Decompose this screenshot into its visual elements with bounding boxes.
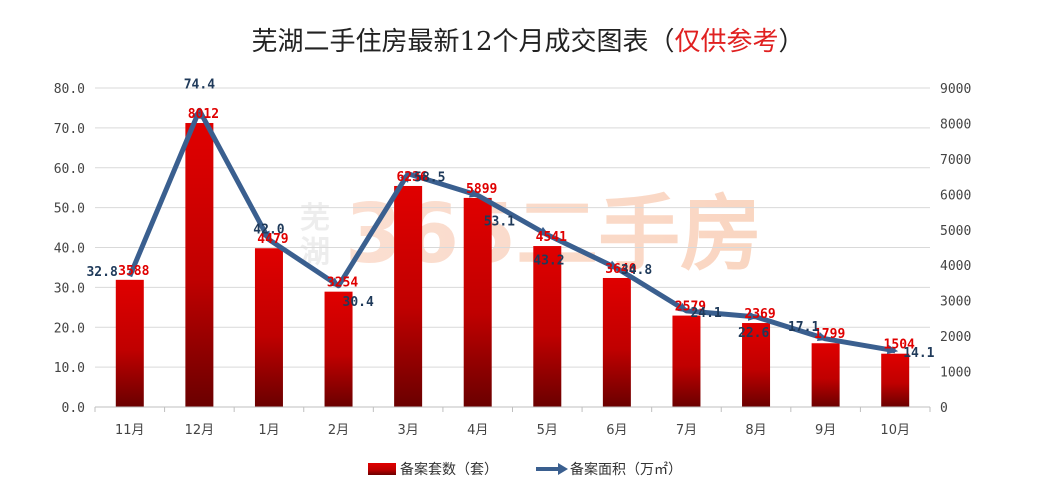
x-tick-label: 11月 <box>115 423 145 438</box>
y-left-tick-label: 70.0 <box>54 122 85 137</box>
bar <box>742 323 771 407</box>
line-data-label: 32.8 <box>86 265 117 280</box>
line-data-label: 58.5 <box>414 171 445 186</box>
x-tick-label: 4月 <box>467 423 488 438</box>
bar <box>672 315 701 407</box>
bar-data-labels: 3588 8012 4479 3254 6236 5899 4541 3640 2579 2369… <box>118 107 915 353</box>
y-left-tick-label: 0.0 <box>62 401 85 416</box>
y-left-tick-label: 30.0 <box>54 281 85 296</box>
line-path <box>127 107 896 354</box>
x-tick-label: 8月 <box>745 423 766 438</box>
y-right-tick-label: 2000 <box>940 330 971 345</box>
bar-data-label: 1799 <box>814 327 845 342</box>
chart-title-main: 芜湖二手住房最新12个月成交图表（ <box>251 27 674 57</box>
x-tick-label: 2月 <box>328 423 349 438</box>
y-right-tick-label: 3000 <box>940 295 971 310</box>
y-left-tick-label: 50.0 <box>54 202 85 217</box>
line-data-label: 24.1 <box>690 306 721 321</box>
y-right-tick-label: 1000 <box>940 366 971 381</box>
y-left-tick-label: 20.0 <box>54 321 85 336</box>
bar <box>881 353 910 407</box>
line-data-label: 22.6 <box>738 326 769 341</box>
y-left-tick-label: 60.0 <box>54 162 85 177</box>
y-right-tick-label: 0 <box>940 401 948 416</box>
chart-title-note: 仅供参考 <box>675 27 779 57</box>
line-data-labels: 32.8 74.4 42.0 30.4 58.5 53.1 43.2 34.8 24.1 22.6… <box>86 77 934 360</box>
line-marker <box>677 302 690 313</box>
y-left-tick-label: 10.0 <box>54 361 85 376</box>
chart-title: 芜湖二手住房最新12个月成交图表（仅供参考） <box>251 27 804 57</box>
bar <box>324 291 353 407</box>
line-data-label: 30.4 <box>343 295 374 310</box>
bar <box>254 248 283 407</box>
x-tick-label: 9月 <box>815 423 836 438</box>
bar-data-label: 3254 <box>327 276 358 291</box>
line-data-label: 42.0 <box>253 223 284 238</box>
line-series <box>127 107 899 355</box>
y-left-tick-label: 80.0 <box>54 82 85 97</box>
bar-data-label: 2579 <box>675 300 706 315</box>
bar-data-label: 3588 <box>118 264 149 279</box>
legend-line-label: 备案面积（万㎡） <box>570 461 682 478</box>
chart-title-close: ） <box>779 27 805 57</box>
line-marker <box>400 171 410 183</box>
x-tick-label: 12月 <box>185 423 215 438</box>
y-right-tick-label: 9000 <box>940 82 971 97</box>
bar-data-label: 6236 <box>396 170 427 185</box>
x-tick-label: 6月 <box>606 423 627 438</box>
x-tick-label: 5月 <box>537 423 558 438</box>
line-marker <box>886 344 899 355</box>
legend: 备案套数（套） 备案面积（万㎡） <box>368 461 682 478</box>
bar-data-label: 8012 <box>188 107 219 122</box>
bar-data-label: 4541 <box>536 230 567 245</box>
line-data-label: 43.2 <box>533 254 564 269</box>
x-tick-label: 10月 <box>880 423 910 438</box>
bar-data-label: 4479 <box>257 232 288 247</box>
line-marker <box>192 107 201 120</box>
line-marker <box>538 226 550 237</box>
bar <box>811 343 840 407</box>
line-marker <box>329 277 342 288</box>
bar <box>533 246 562 407</box>
bar <box>394 185 423 407</box>
bar-series <box>115 123 910 408</box>
bar <box>115 279 144 407</box>
bar <box>602 277 631 407</box>
line-marker <box>261 230 271 243</box>
bar-data-label: 1504 <box>884 338 915 353</box>
line-data-label: 14.1 <box>903 346 934 361</box>
y-axis-right: 0 1000 2000 3000 4000 5000 6000 7000 8000 9000 <box>940 82 971 416</box>
y-right-tick-label: 6000 <box>940 188 971 203</box>
x-tick-label: 7月 <box>676 423 697 438</box>
line-data-label: 34.8 <box>621 263 652 278</box>
watermark-small-top: 芜 <box>300 201 330 236</box>
bar-data-label: 2369 <box>744 307 775 322</box>
line-marker <box>747 311 760 321</box>
legend-line-marker <box>558 463 568 475</box>
legend-bar-label: 备案套数（套） <box>400 461 498 478</box>
bar-data-label: 5899 <box>466 182 497 197</box>
bar <box>463 197 492 407</box>
y-right-tick-label: 8000 <box>940 117 971 132</box>
bar <box>185 123 214 408</box>
y-right-tick-label: 4000 <box>940 259 971 274</box>
y-left-tick-label: 40.0 <box>54 242 85 257</box>
y-right-tick-label: 5000 <box>940 224 971 239</box>
grid <box>95 87 930 408</box>
legend-bar-swatch <box>368 463 396 475</box>
x-tick-label: 3月 <box>397 423 418 438</box>
x-axis: 11月 12月 1月 2月 3月 4月 5月 6月 7月 8月 9月 10月 <box>94 406 931 438</box>
bar-data-label: 3640 <box>605 262 636 277</box>
line-marker <box>607 260 620 270</box>
line-data-label: 17.1 <box>788 320 819 335</box>
y-right-tick-label: 7000 <box>940 153 971 168</box>
line-marker <box>816 332 829 341</box>
y-axis-left: 0.0 10.0 20.0 30.0 40.0 50.0 60.0 70.0 80.0 <box>54 82 85 416</box>
line-marker <box>468 188 481 198</box>
x-tick-label: 1月 <box>258 423 279 438</box>
line-data-label: 74.4 <box>184 77 215 92</box>
line-data-label: 53.1 <box>484 214 515 229</box>
